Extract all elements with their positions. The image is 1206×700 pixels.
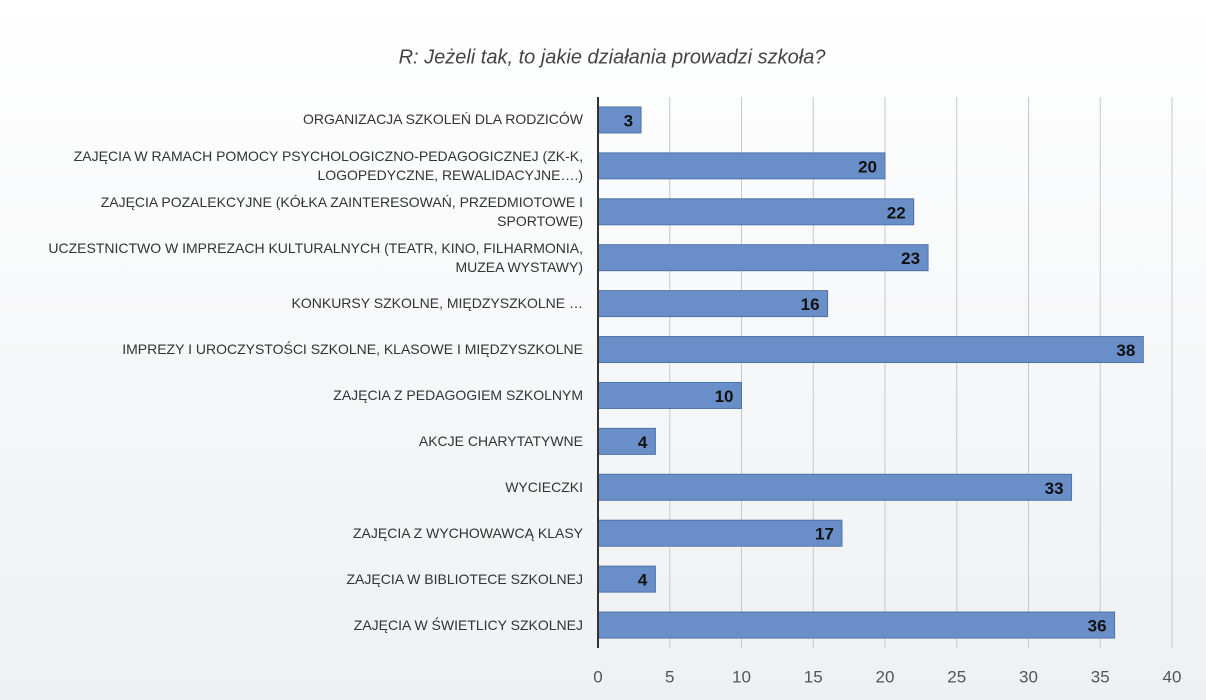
x-tick-label: 35 (1091, 667, 1110, 686)
bar (597, 381, 742, 409)
y-tick-label: ZAJĘCIA Z PEDAGOGIEM SZKOLNYM (333, 386, 583, 403)
y-tick-label: ORGANIZACJA SZKOLEŃ DLA RODZICÓW (302, 111, 583, 128)
y-tick-label: ZAJĘCIA W RAMACH POMOCY PSYCHOLOGICZNO-P… (73, 147, 583, 183)
y-tick-label: ZAJĘCIA POZALEKCYJNE (KÓŁKA ZAINTERESOWA… (100, 193, 583, 229)
x-tick-label: 0 (593, 667, 602, 686)
data-label: 23 (901, 249, 920, 268)
x-tick-label: 30 (1019, 667, 1038, 686)
y-tick-label: KONKURSY SZKOLNE, MIĘDZYSZKOLNE … (291, 295, 583, 312)
y-tick-label: ZAJĘCIA Z WYCHOWAWCĄ KLASY (353, 524, 583, 541)
data-label: 38 (1116, 341, 1135, 360)
data-label: 36 (1088, 617, 1107, 636)
bar (597, 244, 929, 272)
bar (597, 198, 915, 226)
data-label: 33 (1045, 479, 1064, 498)
data-label: 20 (858, 157, 877, 176)
bar (597, 336, 1144, 364)
x-tick-label: 15 (804, 667, 823, 686)
bar (597, 611, 1116, 639)
chart-title: R: Jeżeli tak, to jakie działania prowad… (399, 46, 827, 68)
data-label: 4 (638, 433, 648, 452)
x-tick-label: 10 (732, 667, 751, 686)
bar (597, 473, 1073, 501)
y-tick-label: AKCJE CHARYTATYWNE (418, 432, 583, 449)
data-label: 17 (815, 525, 834, 544)
x-tick-label: 5 (665, 667, 674, 686)
bar (597, 152, 886, 180)
y-tick-label: WYCIECZKI (505, 478, 583, 495)
bar (597, 290, 829, 318)
data-label: 10 (715, 387, 734, 406)
y-tick-label: ZAJĘCIA W BIBLIOTECE SZKOLNEJ (346, 570, 584, 587)
x-tick-label: 25 (947, 667, 966, 686)
y-tick-label: IMPREZY I UROCZYSTOŚCI SZKOLNE, KLASOWE … (122, 341, 583, 358)
bar (597, 106, 642, 134)
bar (597, 427, 656, 455)
data-label: 16 (801, 295, 820, 314)
bar (597, 519, 843, 547)
y-tick-label: UCZESTNICTWO W IMPREZACH KULTURALNYCH (T… (48, 239, 583, 275)
data-label: 3 (624, 111, 633, 130)
x-tick-label: 20 (876, 667, 895, 686)
data-label: 4 (638, 571, 648, 590)
data-label: 22 (887, 203, 906, 222)
y-tick-label: ZAJĘCIA W ŚWIETLICY SZKOLNEJ (353, 616, 583, 633)
x-tick-label: 40 (1163, 667, 1182, 686)
